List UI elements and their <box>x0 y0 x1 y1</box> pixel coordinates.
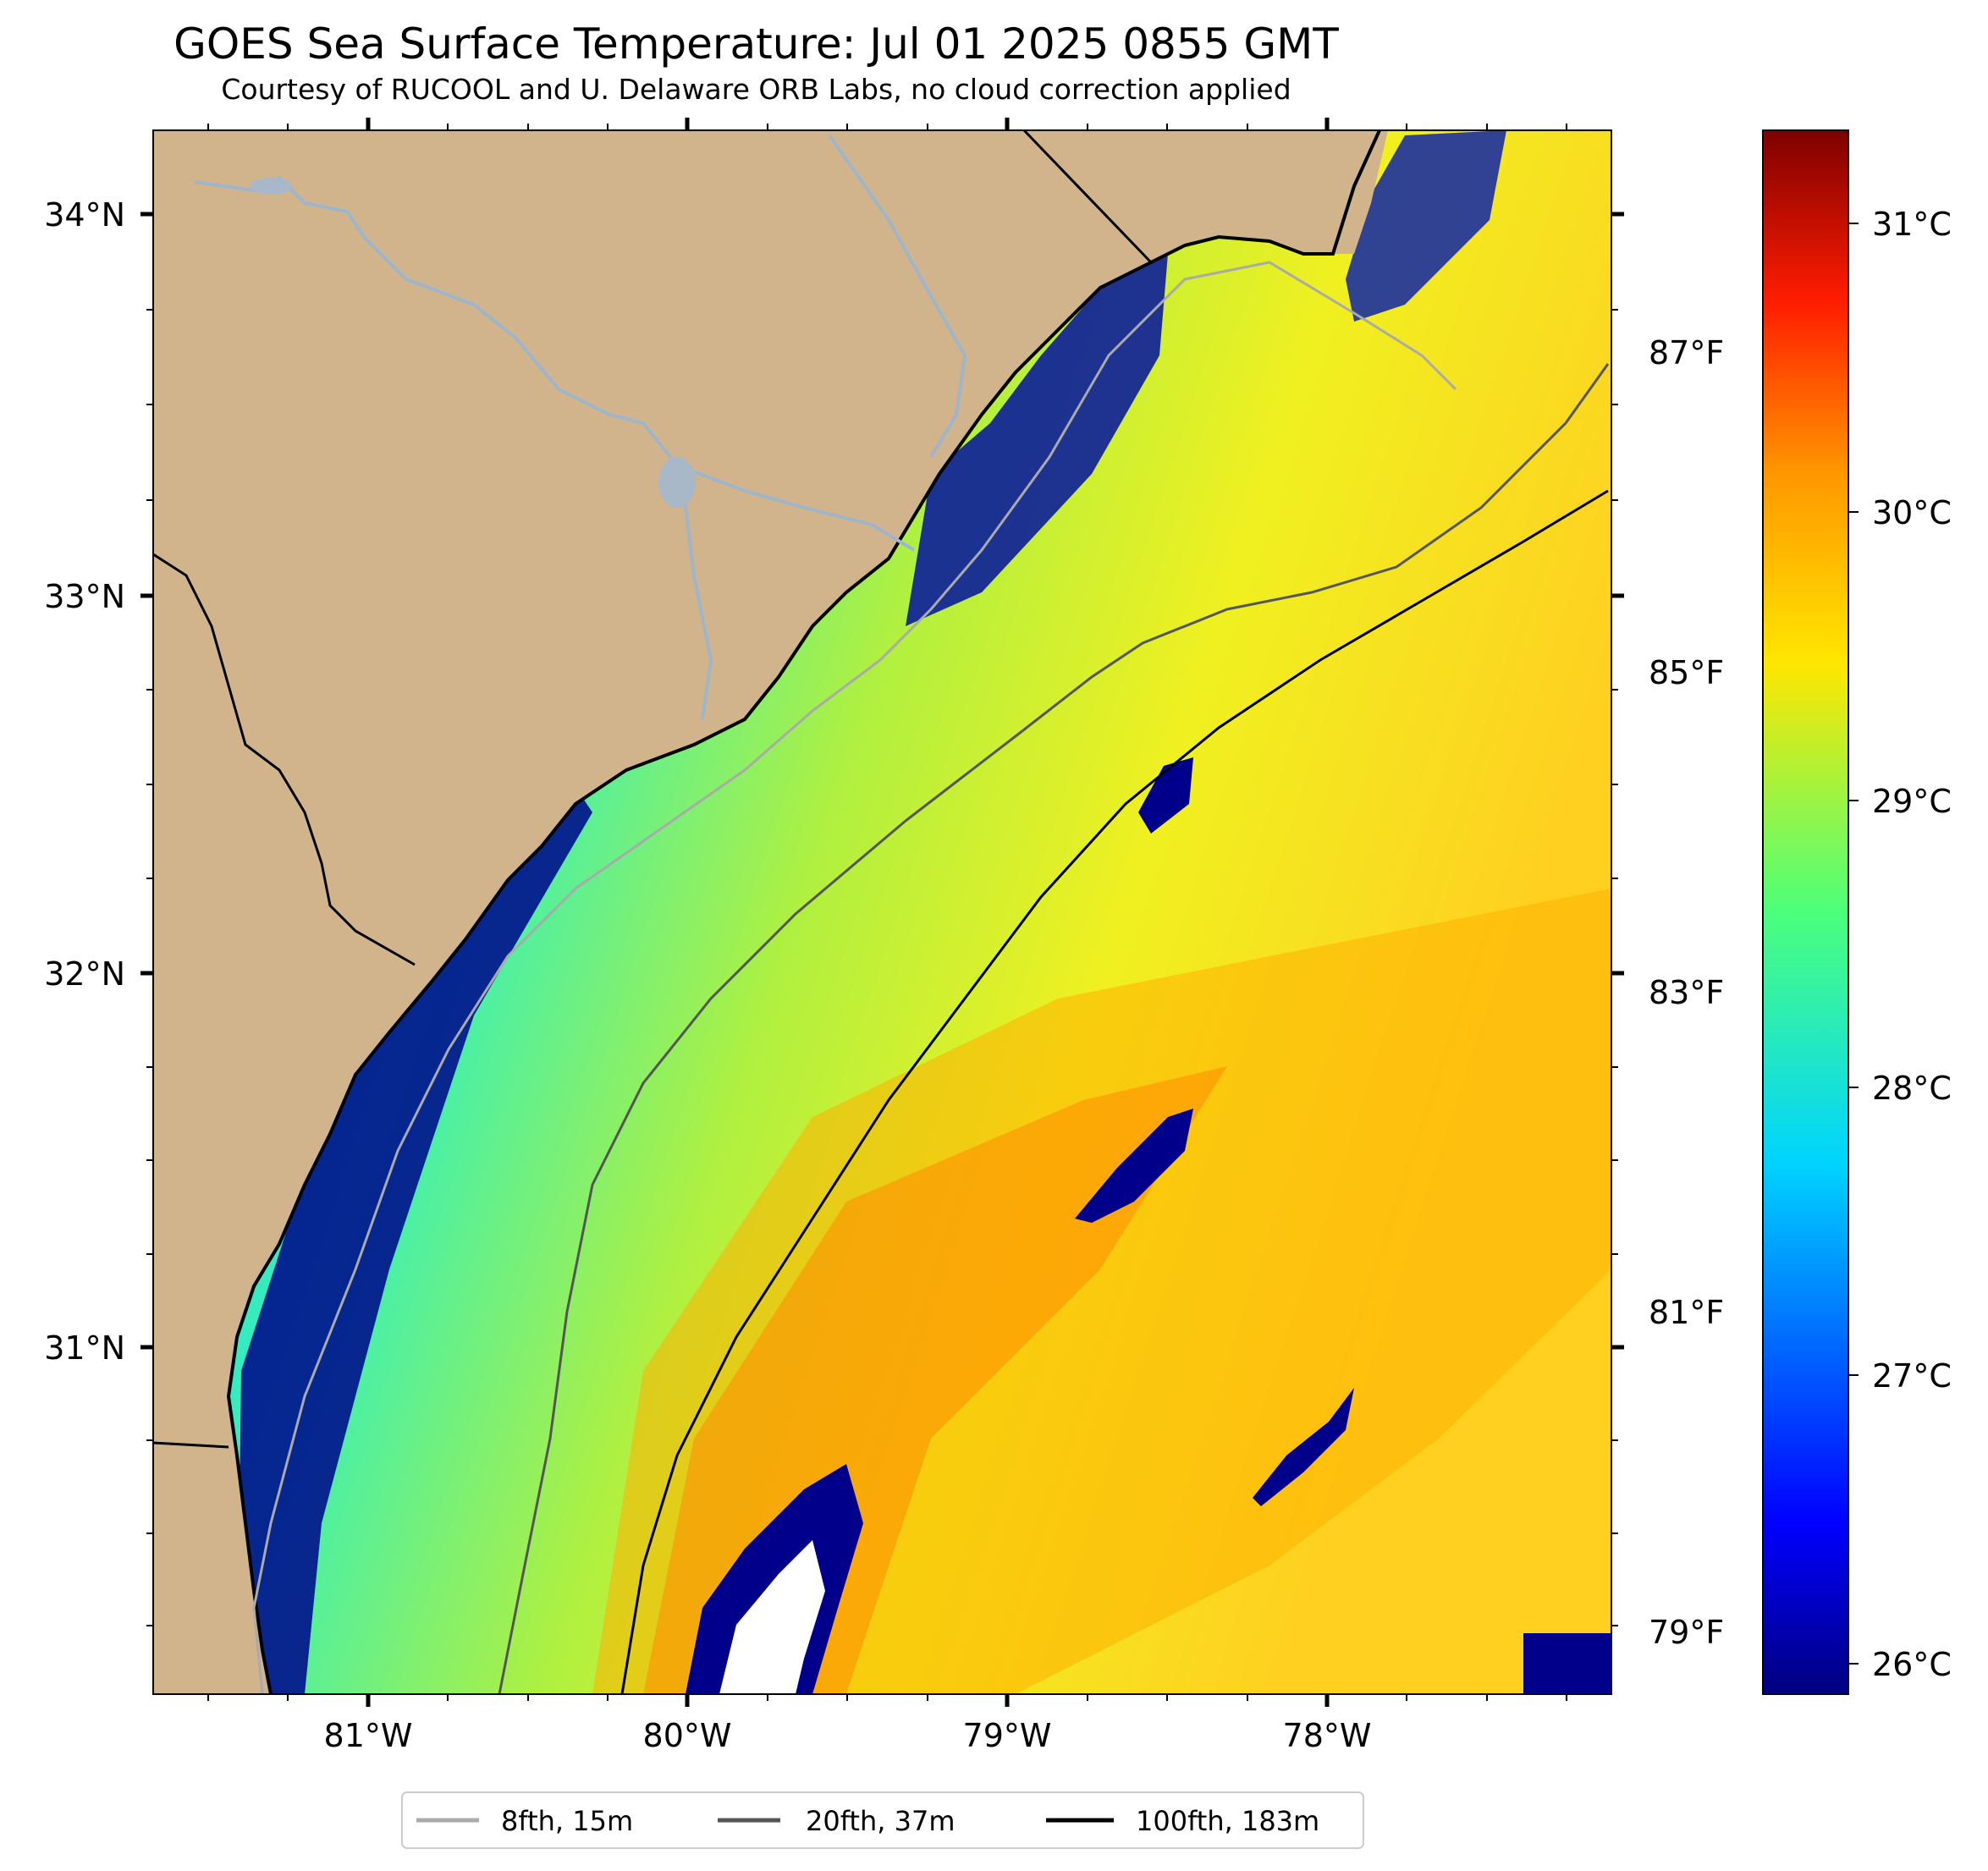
isobath-37m <box>498 363 1610 1694</box>
colorbar-ticks <box>1848 223 1859 1665</box>
land <box>153 130 1379 1694</box>
river <box>194 175 916 552</box>
map-frame <box>152 129 1612 1695</box>
cloud-patch-north <box>1138 757 1193 834</box>
colorbar-label-26c: 26°C <box>1872 1646 1952 1683</box>
legend-label-183m: 100fth, 183m <box>1136 1805 1319 1837</box>
map-title: GOES Sea Surface Temperature: Jul 01 202… <box>173 19 1339 69</box>
minor-ticks <box>146 124 1618 1701</box>
no-data-south <box>719 1540 825 1694</box>
colorbar-label-27c: 27°C <box>1872 1357 1952 1395</box>
cold-water-northeast <box>1346 130 1506 322</box>
colorbar <box>1762 129 1849 1695</box>
cold-nearshore-water <box>237 762 592 1694</box>
legend-label-15m: 8fth, 15m <box>501 1805 633 1837</box>
f-label-87: 87°F <box>1649 334 1724 371</box>
lon-label-79w: 79°W <box>963 1717 1052 1754</box>
cloud-patch-east <box>1253 1388 1354 1506</box>
map-subtitle: Courtesy of RUCOOL and U. Delaware ORB L… <box>221 73 1291 106</box>
colorbar-label-31c: 31°C <box>1872 206 1952 243</box>
colorbar-label-29c: 29°C <box>1872 783 1952 820</box>
state-border-nc-sc <box>1022 130 1153 264</box>
map-area <box>153 130 1611 1694</box>
lat-label-31n: 31°N <box>44 1329 125 1367</box>
lake <box>658 457 696 508</box>
cloud-patch-corner <box>1523 1633 1611 1694</box>
lat-label-32n: 32°N <box>44 955 125 993</box>
isobath-15m <box>252 261 1457 1694</box>
f-label-79: 79°F <box>1649 1614 1724 1651</box>
legend-box <box>401 1791 1364 1849</box>
f-label-83: 83°F <box>1649 974 1724 1011</box>
f-label-81: 81°F <box>1649 1294 1724 1331</box>
lon-label-81w: 81°W <box>324 1717 413 1754</box>
legend: 8fth, 15m 20fth, 37m 100fth, 183m <box>401 1791 1364 1849</box>
state-border-ga-fl <box>153 1441 229 1449</box>
cloud-patch-mid <box>1075 1109 1193 1223</box>
cold-nearshore-north <box>906 254 1168 626</box>
coastline <box>226 130 1381 1694</box>
colorbar-label-28c: 28°C <box>1872 1070 1952 1107</box>
lat-label-34n: 34°N <box>44 196 125 234</box>
f-label-85: 85°F <box>1649 654 1724 691</box>
legend-label-37m: 20fth, 37m <box>806 1805 955 1837</box>
lat-label-33n: 33°N <box>44 578 125 615</box>
isobath-183m <box>620 489 1609 1694</box>
colorbar-label-30c: 30°C <box>1872 494 1952 531</box>
state-border-sc-ga <box>153 553 416 966</box>
lon-label-78w: 78°W <box>1283 1717 1372 1754</box>
lon-label-80w: 80°W <box>643 1717 732 1754</box>
major-ticks <box>140 118 1624 1707</box>
